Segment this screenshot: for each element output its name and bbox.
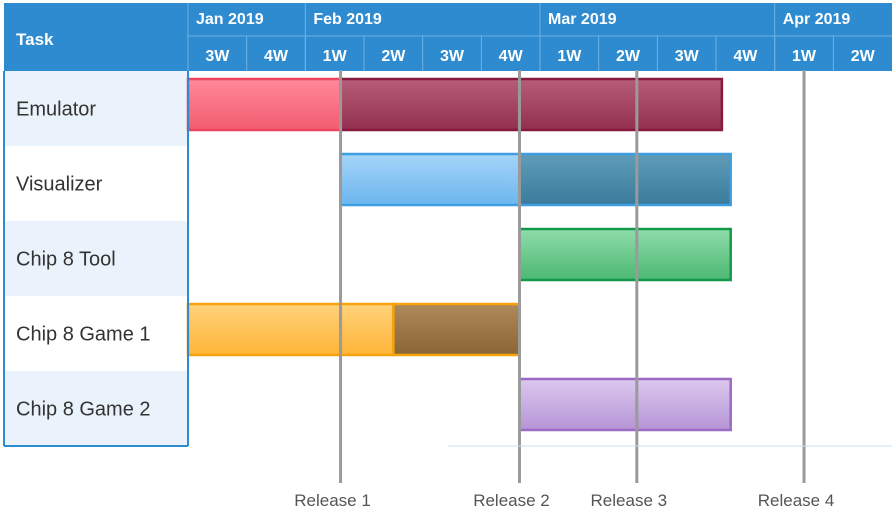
timeline-header: Task Jan 2019 Feb 2019 Mar 2019 Apr 2019 3W 4… [4, 3, 892, 71]
month-label: Feb 2019 [313, 11, 382, 28]
header-background [4, 3, 892, 71]
chart-frame [3, 71, 892, 447]
week-label: 4W [499, 48, 524, 65]
task-label-cell [4, 71, 188, 146]
week-label: 1W [323, 48, 348, 65]
task-bar [392, 302, 521, 357]
week-label: 3W [205, 48, 230, 65]
task-bar [339, 152, 521, 207]
task-bars [186, 77, 732, 432]
month-label: Apr 2019 [783, 11, 851, 28]
week-label: 4W [264, 48, 289, 65]
task-bar [186, 302, 395, 357]
task-label: Visualizer [16, 174, 103, 196]
week-label: 4W [733, 48, 758, 65]
month-label: Mar 2019 [548, 11, 617, 28]
task-bar [518, 152, 732, 207]
month-label: Jan 2019 [196, 11, 264, 28]
week-label: 3W [675, 48, 700, 65]
task-label: Chip 8 Game 2 [16, 399, 151, 421]
task-label-cell [4, 371, 188, 446]
task-label-cell [4, 221, 188, 296]
release-milestones: Release 1 Release 2 Release 3 Release 4 [294, 70, 834, 510]
release-label: Release 3 [591, 491, 668, 510]
task-bar [339, 77, 724, 132]
release-label: Release 2 [473, 491, 550, 510]
task-label-cell [4, 146, 188, 221]
task-label: Chip 8 Tool [16, 249, 116, 271]
task-label-cell [4, 296, 188, 371]
week-label: 1W [557, 48, 582, 65]
release-label: Release 1 [294, 491, 371, 510]
task-bar [186, 77, 342, 132]
task-rows: Emulator Visualizer Chip 8 Tool Chip 8 Game… [4, 71, 188, 446]
task-label: Chip 8 Game 1 [16, 324, 151, 346]
week-label: 2W [381, 48, 406, 65]
week-label: 1W [792, 48, 817, 65]
release-label: Release 4 [758, 491, 835, 510]
week-label: 2W [851, 48, 876, 65]
task-column-header: Task [16, 30, 54, 49]
task-label: Emulator [16, 99, 96, 121]
task-bar [518, 377, 732, 432]
week-label: 2W [616, 48, 641, 65]
week-label: 3W [440, 48, 465, 65]
task-bar [518, 227, 732, 282]
